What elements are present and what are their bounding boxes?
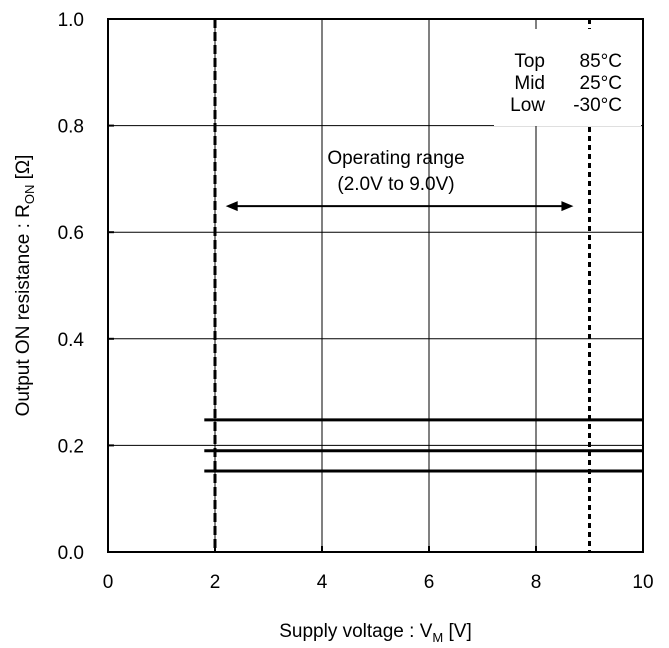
x-tick-label: 10 [632, 572, 653, 593]
x-tick-label: 8 [531, 572, 542, 593]
x-tick-label: 4 [317, 572, 328, 593]
y-axis-label: Output ON resistance : RON [Ω] [13, 155, 37, 417]
y-tick-label: 1.0 [58, 10, 84, 31]
y-tick-label: 0.0 [58, 543, 84, 564]
operating-range-label: Operating range [327, 148, 464, 169]
operating-range-annotation: Operating range (2.0V to 9.0V) [225, 148, 574, 212]
legend-label: Top [514, 51, 545, 72]
legend-background [494, 29, 641, 126]
x-tick-label: 6 [424, 572, 435, 593]
grid [107, 18, 644, 553]
y-tick-label: 0.4 [58, 330, 85, 351]
legend: Top 85°C Mid 25°C Low -30°C [510, 51, 622, 116]
legend-value: 85°C [580, 51, 622, 72]
legend-value: 25°C [580, 73, 622, 94]
legend-label: Low [510, 95, 545, 116]
series-lines [204, 418, 643, 473]
y-tick-label: 0.6 [58, 223, 84, 244]
range-arrow-left-head [225, 201, 238, 212]
x-tick-label: 0 [103, 572, 114, 593]
y-tick-label: 0.2 [58, 436, 84, 457]
x-axis-label: Supply voltage : VM [V] [279, 621, 472, 645]
x-tick-labels: 0 2 4 6 8 10 [103, 572, 654, 593]
operating-range-limits [213, 19, 591, 552]
legend-label: Mid [514, 73, 545, 94]
range-arrow-right-head [561, 201, 574, 212]
y-tick-label: 0.8 [58, 117, 84, 138]
legend-value: -30°C [573, 95, 622, 116]
y-tick-labels: 0.0 0.2 0.4 0.6 0.8 1.0 [58, 10, 85, 564]
x-tick-label: 2 [210, 572, 221, 593]
operating-range-values: (2.0V to 9.0V) [337, 174, 454, 195]
plot-frame [107, 18, 644, 553]
